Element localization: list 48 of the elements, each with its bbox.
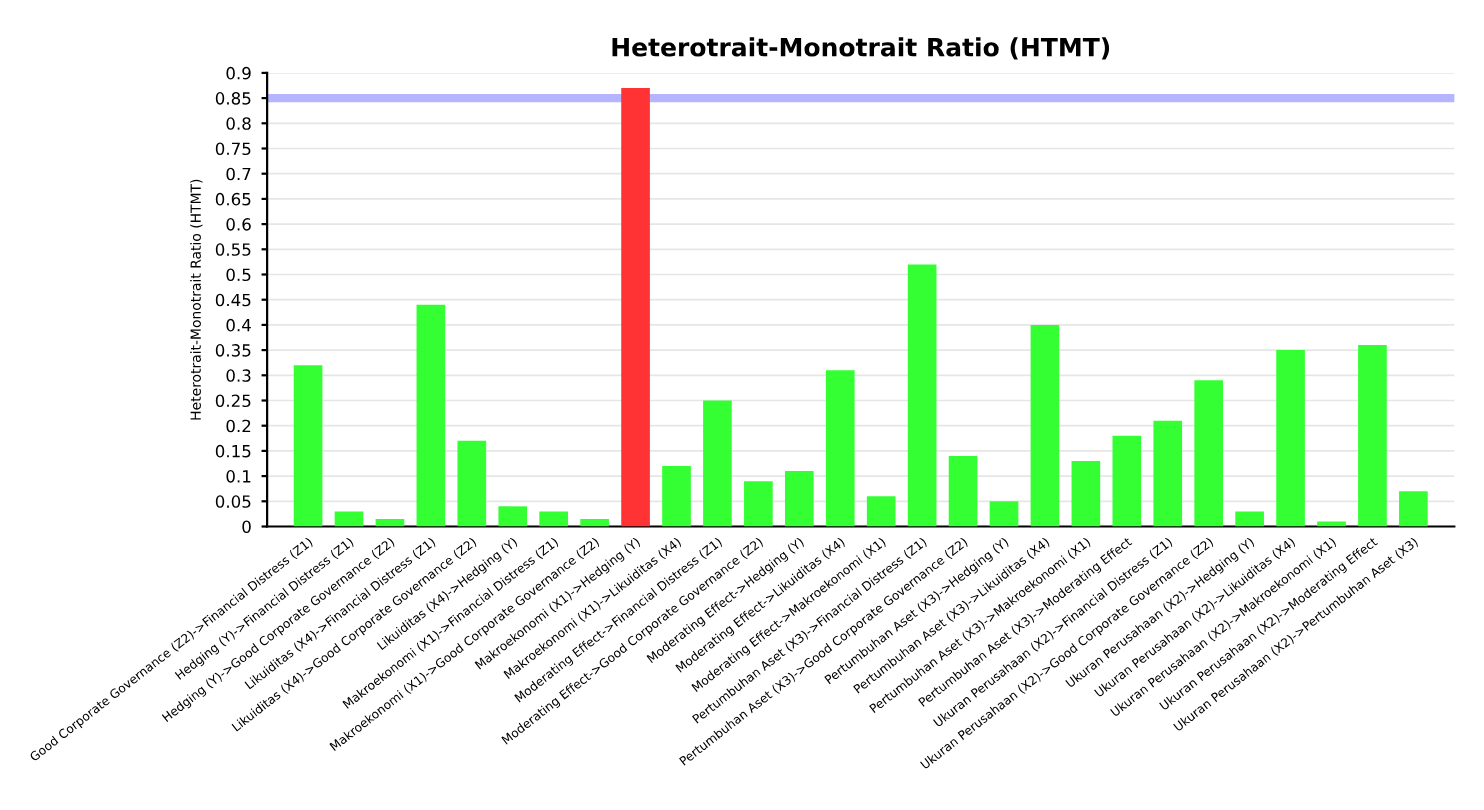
bar <box>703 400 732 527</box>
bar <box>621 88 650 527</box>
y-tick-label: 0.65 <box>215 192 251 206</box>
bar <box>948 455 978 527</box>
y-tick-label: 0.9 <box>226 66 251 80</box>
chart-title: Heterotrait-Monotrait Ratio (HTMT) <box>612 37 1110 60</box>
bar <box>907 264 937 527</box>
bar <box>825 370 855 527</box>
bar <box>416 304 446 527</box>
y-tick-label: 0.75 <box>215 142 251 156</box>
y-tick-label: 0.3 <box>226 369 251 382</box>
bar <box>1030 324 1060 527</box>
bar <box>1153 420 1183 527</box>
y-tick-label: 0.2 <box>226 419 251 433</box>
y-tick-label: 0.7 <box>226 167 251 181</box>
y-tick-label: 0.05 <box>215 495 251 508</box>
y-tick-label: 0.4 <box>226 318 251 332</box>
bar <box>580 518 609 527</box>
bar <box>1112 435 1142 527</box>
y-tick-label: 0.1 <box>226 470 251 483</box>
bar <box>784 471 814 527</box>
y-tick-label: 0.8 <box>226 117 251 130</box>
bar <box>457 440 487 527</box>
y-tick-label: 0.45 <box>215 293 251 307</box>
bar <box>1276 350 1305 527</box>
bar <box>744 481 773 527</box>
bar <box>866 496 896 527</box>
bar <box>1317 521 1346 527</box>
bar <box>334 511 364 527</box>
y-tick-label: 0 <box>242 520 251 534</box>
bar <box>375 518 405 527</box>
y-tick-label: 0.85 <box>215 92 251 105</box>
bar <box>1194 380 1224 527</box>
y-tick-label: 0.25 <box>215 394 251 408</box>
y-tick-label: 0.5 <box>226 268 251 282</box>
bar <box>989 501 1019 527</box>
y-tick-label: 0.6 <box>226 218 251 231</box>
y-tick-label: 0.55 <box>215 243 251 256</box>
bar <box>662 466 691 527</box>
bar <box>293 365 323 527</box>
bar <box>1235 511 1264 527</box>
bar <box>1399 491 1428 527</box>
y-tick-label: 0.35 <box>215 344 251 357</box>
bar <box>539 511 569 527</box>
bar <box>498 506 528 527</box>
bar <box>1071 460 1101 527</box>
bar <box>1358 345 1387 527</box>
y-tick-label: 0.15 <box>215 444 251 458</box>
